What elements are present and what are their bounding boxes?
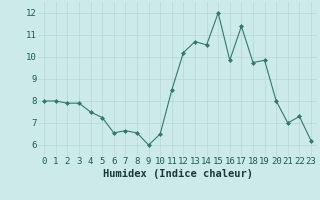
X-axis label: Humidex (Indice chaleur): Humidex (Indice chaleur) (103, 169, 252, 179)
